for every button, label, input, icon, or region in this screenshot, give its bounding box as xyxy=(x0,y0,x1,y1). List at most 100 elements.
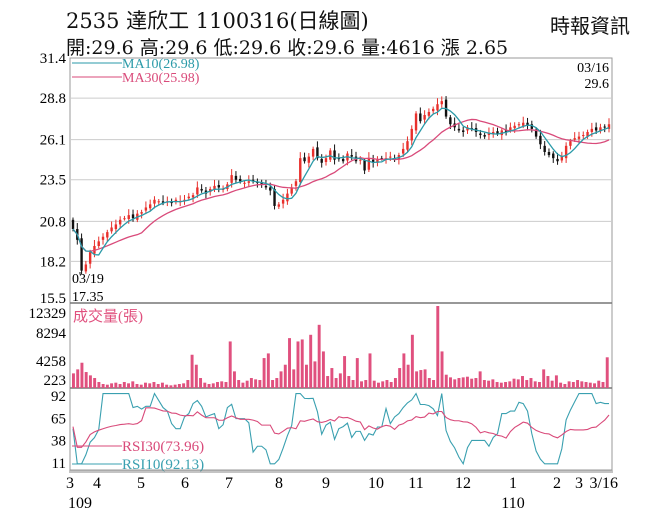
candle-body xyxy=(196,187,199,195)
candle-body xyxy=(603,126,606,128)
volume-bar xyxy=(101,384,105,388)
candle-body xyxy=(517,124,521,126)
candle-body xyxy=(414,113,418,131)
candle-body xyxy=(449,117,452,125)
candle-body xyxy=(406,141,409,150)
volume-bar xyxy=(249,378,253,388)
volume-bar xyxy=(351,380,355,388)
x-tick-label: 1 xyxy=(509,475,517,492)
volume-bar xyxy=(254,379,258,388)
legend-ma30: MA30(25.98) xyxy=(122,71,200,86)
candle-body xyxy=(590,128,594,132)
legend-ma10: MA10(26.98) xyxy=(122,57,200,72)
candle-body xyxy=(123,218,126,220)
rsi10-line xyxy=(72,392,609,466)
volume-bar xyxy=(194,364,198,388)
volume-bar xyxy=(427,378,431,388)
candle-body xyxy=(148,204,152,209)
volume-bar xyxy=(550,380,554,388)
volume-bar xyxy=(474,378,478,388)
volume-bar xyxy=(465,376,469,388)
volume-bar xyxy=(199,378,203,388)
candle-body xyxy=(243,182,246,184)
volume-bar xyxy=(72,373,75,388)
volume-bar xyxy=(283,364,287,388)
volume-bar xyxy=(546,376,550,388)
candle-body xyxy=(170,202,173,204)
candle-body xyxy=(97,241,100,246)
volume-bar xyxy=(381,381,385,388)
volume-bar xyxy=(495,382,499,388)
volume-bar xyxy=(148,383,152,388)
candle-body xyxy=(350,155,353,157)
candle-body xyxy=(316,147,319,159)
volume-bar xyxy=(482,380,486,388)
volume-bar xyxy=(567,381,571,388)
candle-body xyxy=(479,133,482,136)
candle-body xyxy=(174,199,178,203)
volume-bar xyxy=(343,356,347,388)
candle-body xyxy=(213,185,216,190)
volume-bar xyxy=(554,375,558,388)
volume-bar xyxy=(444,374,448,388)
volume-bar xyxy=(521,376,524,388)
candle-body xyxy=(543,145,546,152)
volume-bar xyxy=(241,382,245,388)
volume-bar xyxy=(334,378,338,388)
volume-bar xyxy=(571,382,575,388)
candle-body xyxy=(363,160,366,171)
candle-body xyxy=(457,128,461,131)
volume-bar xyxy=(491,379,495,388)
x-tick-label: 12 xyxy=(455,475,471,492)
candle-body xyxy=(200,188,203,191)
rsi-tick-label: 65 xyxy=(51,411,66,427)
candle-body xyxy=(303,157,306,162)
volume-bar xyxy=(258,380,262,388)
x-tick-label: 6 xyxy=(181,475,189,492)
candle-body xyxy=(230,175,233,183)
candle-body xyxy=(311,148,315,157)
volume-bar xyxy=(440,351,444,388)
volume-bar xyxy=(597,380,601,388)
candle-body xyxy=(239,178,242,182)
volume-tick-label: 12329 xyxy=(29,306,67,322)
volume-bar xyxy=(542,369,546,388)
candle-body xyxy=(299,158,302,183)
candle-body xyxy=(436,104,439,111)
volume-bar xyxy=(338,373,342,388)
candle-body xyxy=(526,122,529,126)
quote-summary: 開:29.6 高:29.6 低:29.6 收:29.6 量:4616 漲 2.6… xyxy=(66,37,509,59)
volume-bar xyxy=(127,383,131,388)
volume-tick-label: 8294 xyxy=(36,326,67,342)
candle-body xyxy=(294,181,298,186)
candle-body xyxy=(569,141,572,146)
candle-body xyxy=(101,236,105,240)
volume-bar xyxy=(275,378,279,388)
volume-bar xyxy=(165,384,169,388)
volume-bar xyxy=(580,381,584,388)
volume-bar xyxy=(449,377,452,388)
candle-body xyxy=(273,188,276,206)
volume-bar xyxy=(601,382,605,388)
volume-bar xyxy=(415,371,419,388)
candle-body xyxy=(440,101,443,105)
candle-body xyxy=(504,130,508,132)
candle-body xyxy=(371,159,375,163)
candle-body xyxy=(530,124,534,129)
volume-bar xyxy=(584,382,588,388)
volume-bar xyxy=(76,369,80,388)
volume-bar xyxy=(292,369,296,388)
volume-bar xyxy=(173,384,177,388)
volume-bar xyxy=(232,371,236,388)
low-price-label: 17.35 xyxy=(72,290,104,305)
volume-bar xyxy=(478,371,482,388)
volume-bar xyxy=(88,375,92,388)
candle-body xyxy=(483,135,486,137)
volume-bar xyxy=(288,338,291,388)
candle-body xyxy=(187,196,190,199)
candle-body xyxy=(419,113,422,122)
volume-bar xyxy=(499,382,503,388)
candle-body xyxy=(582,135,585,137)
volume-bar xyxy=(588,382,592,388)
